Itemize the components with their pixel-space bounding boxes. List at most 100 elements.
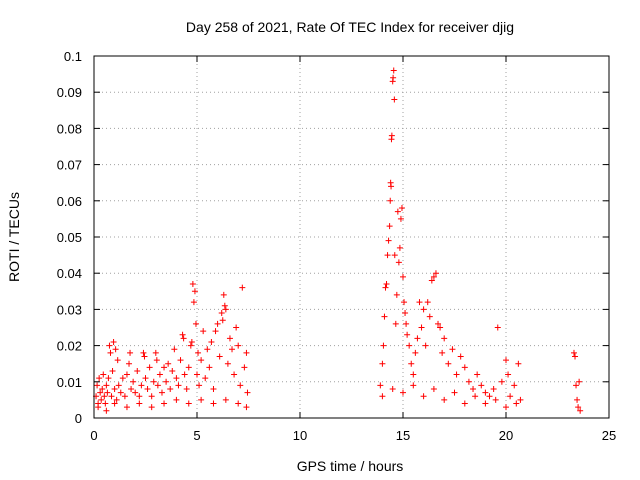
data-point	[136, 393, 143, 400]
data-point	[169, 367, 176, 374]
data-point	[570, 349, 577, 356]
data-point	[180, 335, 187, 342]
data-point	[422, 342, 429, 349]
data-point	[161, 400, 168, 407]
data-point	[482, 389, 489, 396]
data-point	[191, 288, 198, 295]
data-point	[108, 393, 115, 400]
y-tick-label: 0.07	[57, 158, 82, 173]
data-point	[388, 132, 395, 139]
data-point	[136, 400, 143, 407]
data-point	[156, 371, 163, 378]
y-tick-label: 0.06	[57, 194, 82, 209]
data-point	[490, 386, 497, 393]
data-point	[134, 367, 141, 374]
data-point	[388, 183, 395, 190]
data-point	[377, 382, 384, 389]
data-point	[426, 313, 433, 320]
data-point	[387, 197, 394, 204]
y-tick-label: 0	[75, 411, 82, 426]
data-point	[383, 281, 390, 288]
data-point	[393, 291, 400, 298]
data-point	[153, 357, 160, 364]
y-tick-label: 0.04	[57, 266, 82, 281]
data-point	[99, 386, 106, 393]
data-point	[177, 357, 184, 364]
data-point	[420, 393, 427, 400]
data-point	[218, 310, 225, 317]
data-point	[391, 96, 398, 103]
data-point	[229, 346, 236, 353]
x-tick-label: 15	[396, 428, 410, 443]
data-point	[104, 389, 111, 396]
data-point	[441, 396, 448, 403]
data-point	[210, 400, 217, 407]
data-point	[577, 407, 584, 414]
data-point	[385, 237, 392, 244]
data-point	[198, 396, 205, 403]
data-point	[386, 223, 393, 230]
data-point	[517, 396, 524, 403]
data-point	[511, 382, 518, 389]
data-point	[402, 310, 409, 317]
data-point	[457, 353, 464, 360]
data-point	[574, 396, 581, 403]
data-point	[233, 324, 240, 331]
data-point	[200, 328, 207, 335]
data-point	[181, 371, 188, 378]
data-point	[430, 273, 437, 280]
data-point	[144, 386, 151, 393]
data-point	[163, 378, 170, 385]
y-tick-label: 0.09	[57, 85, 82, 100]
data-point	[187, 342, 194, 349]
data-point	[216, 353, 223, 360]
data-point	[575, 404, 582, 411]
data-point	[412, 349, 419, 356]
data-point	[428, 277, 435, 284]
data-point	[190, 299, 197, 306]
data-point	[154, 382, 161, 389]
data-point	[424, 299, 431, 306]
chart-title: Day 258 of 2021, Rate Of TEC Index for r…	[186, 19, 514, 35]
data-point	[392, 320, 399, 327]
data-point	[470, 386, 477, 393]
data-point	[395, 259, 402, 266]
x-tick-label: 5	[193, 428, 200, 443]
y-tick-label: 0.08	[57, 121, 82, 136]
data-point	[222, 306, 229, 313]
data-point	[128, 386, 135, 393]
data-point	[380, 342, 387, 349]
data-point	[206, 364, 213, 371]
data-point	[105, 375, 112, 382]
x-tick-label: 20	[499, 428, 513, 443]
data-point	[408, 360, 415, 367]
data-point	[98, 396, 105, 403]
data-point	[189, 281, 196, 288]
data-point	[175, 382, 182, 389]
data-point	[403, 320, 410, 327]
data-point	[167, 386, 174, 393]
data-point	[379, 393, 386, 400]
data-point	[482, 400, 489, 407]
x-tick-label: 10	[293, 428, 307, 443]
data-point	[224, 360, 231, 367]
data-point	[472, 393, 479, 400]
data-point	[127, 349, 134, 356]
x-axis-label: GPS time / hours	[297, 458, 404, 474]
data-point	[507, 393, 514, 400]
data-point	[437, 324, 444, 331]
data-point	[505, 371, 512, 378]
data-point	[492, 396, 499, 403]
data-point	[112, 346, 119, 353]
data-point	[185, 400, 192, 407]
y-axis-label: ROTI / TECUs	[6, 192, 22, 282]
data-point	[97, 389, 104, 396]
data-point	[100, 371, 107, 378]
data-point	[111, 386, 118, 393]
data-point	[384, 252, 391, 259]
data-point	[103, 382, 110, 389]
data-point	[221, 302, 228, 309]
data-point	[192, 320, 199, 327]
data-point	[404, 331, 411, 338]
